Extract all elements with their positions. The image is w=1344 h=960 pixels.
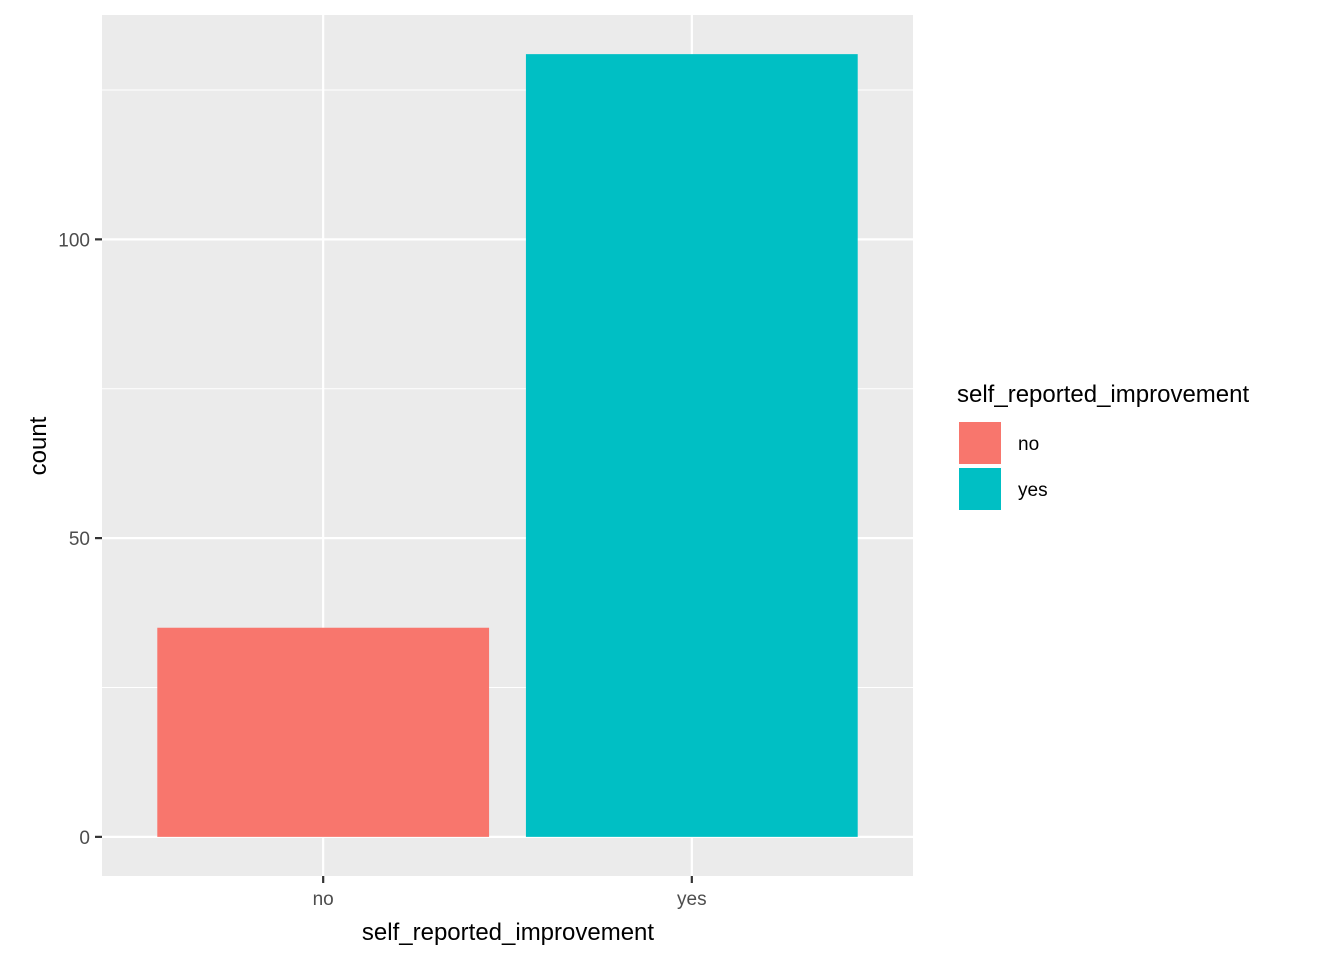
bar-yes — [525, 54, 858, 837]
x-axis: no yes — [313, 876, 707, 910]
y-tick-label: 100 — [58, 230, 90, 251]
y-axis-title: count — [25, 416, 52, 475]
legend: self_reported_improvement no yes — [957, 381, 1249, 512]
bars — [157, 54, 858, 837]
legend-label-yes: yes — [1018, 480, 1048, 501]
x-tick-label: no — [313, 889, 334, 910]
legend-title: self_reported_improvement — [957, 381, 1249, 408]
x-tick-label: yes — [677, 889, 707, 910]
y-axis: 0 50 100 — [58, 230, 102, 849]
bar-no — [157, 627, 490, 837]
legend-key-yes — [957, 466, 1003, 512]
y-tick-label: 0 — [79, 828, 90, 849]
legend-key-no — [957, 420, 1003, 466]
y-tick-label: 50 — [69, 529, 90, 550]
legend-label-no: no — [1018, 434, 1039, 455]
x-axis-title: self_reported_improvement — [362, 919, 654, 946]
